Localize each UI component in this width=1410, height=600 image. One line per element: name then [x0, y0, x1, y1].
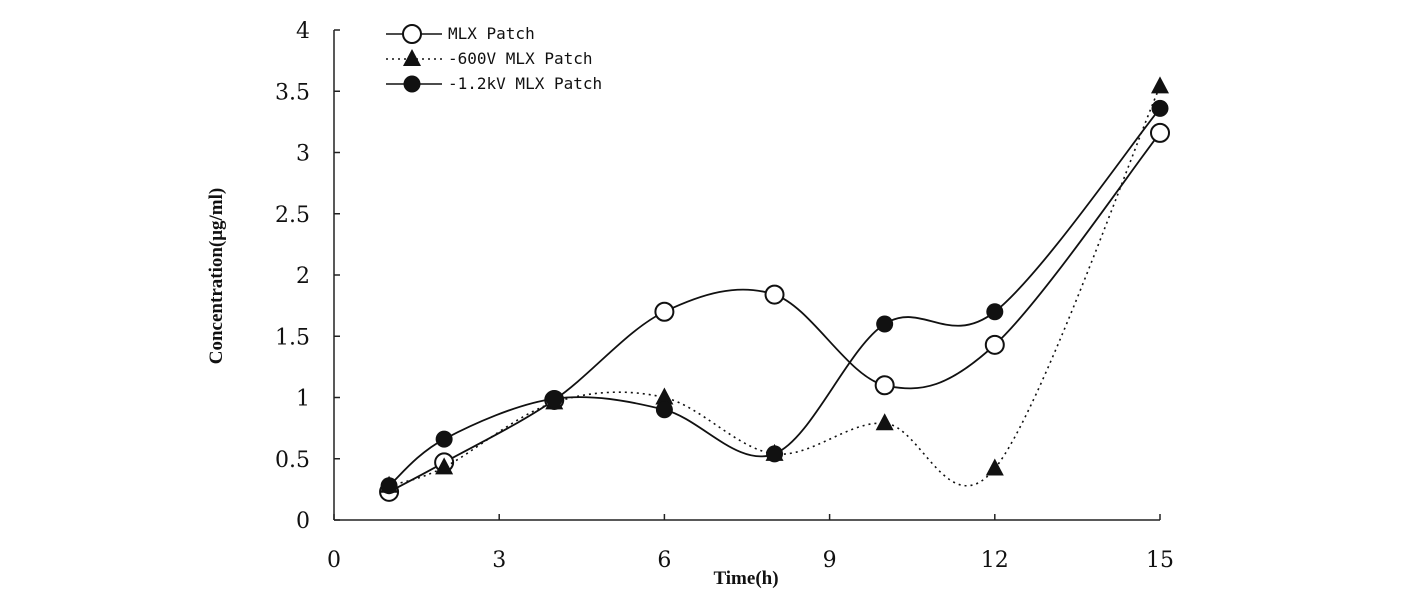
y-tick-label: 2.5	[275, 203, 310, 228]
data-point	[876, 315, 894, 333]
x-tick-label: 9	[823, 548, 837, 573]
data-point	[984, 334, 1005, 355]
x-tick-label: 3	[492, 548, 506, 573]
x-tick-label: 15	[1146, 548, 1174, 573]
legend-marker	[402, 24, 422, 44]
y-tick-label: 3.5	[275, 80, 310, 105]
data-point	[545, 390, 563, 408]
x-tick-label: 6	[657, 548, 671, 573]
x-tick-label: 0	[327, 548, 341, 573]
series-3	[380, 99, 1169, 495]
data-point	[1150, 122, 1170, 143]
x-axis-label-text: Time	[713, 568, 755, 589]
y-tick-label: 4	[296, 19, 310, 44]
series-2	[380, 76, 1169, 493]
data-point	[874, 375, 895, 396]
data-point	[764, 284, 785, 305]
axes	[333, 29, 1161, 521]
x-axis-label-unit: (h)	[755, 568, 778, 589]
data-point	[435, 430, 453, 448]
x-axis-label: Time(h)	[713, 568, 778, 589]
y-tick-label: 0	[296, 509, 310, 534]
data-point	[986, 303, 1004, 321]
data-point	[875, 413, 894, 431]
data-point	[1151, 76, 1169, 94]
legend-label: -600V MLX Patch	[448, 49, 593, 68]
legend-label: MLX Patch	[448, 24, 535, 43]
y-tick-label: 1	[296, 387, 310, 412]
data-point	[435, 457, 454, 475]
series-line	[388, 132, 1161, 493]
x-tick-label: 12	[981, 548, 1009, 573]
legend-marker	[403, 49, 421, 66]
y-tick-label: 0.5	[275, 448, 310, 473]
plot-area	[379, 76, 1170, 502]
legend: MLX Patch -600V MLX Patch -1.2kV MLX Patch	[386, 24, 602, 93]
y-axis-label: Concentration(μg/ml)	[206, 188, 227, 364]
data-point	[654, 301, 675, 322]
data-point	[380, 477, 398, 495]
y-tick-label: 3	[296, 142, 310, 167]
y-tick-label: 2	[296, 264, 310, 289]
data-point	[985, 458, 1004, 476]
tick-labels: 0 0.5 1 1.5 2 2.5 3 3.5 4 0 3 6 9 12 15	[275, 19, 1174, 573]
data-point	[655, 387, 674, 405]
series-1	[379, 122, 1170, 502]
y-tick-label: 1.5	[275, 325, 310, 350]
legend-marker	[403, 75, 421, 93]
data-point	[1151, 99, 1169, 117]
data-point	[655, 401, 673, 419]
data-point	[766, 445, 784, 463]
legend-label: -1.2kV MLX Patch	[448, 74, 602, 93]
